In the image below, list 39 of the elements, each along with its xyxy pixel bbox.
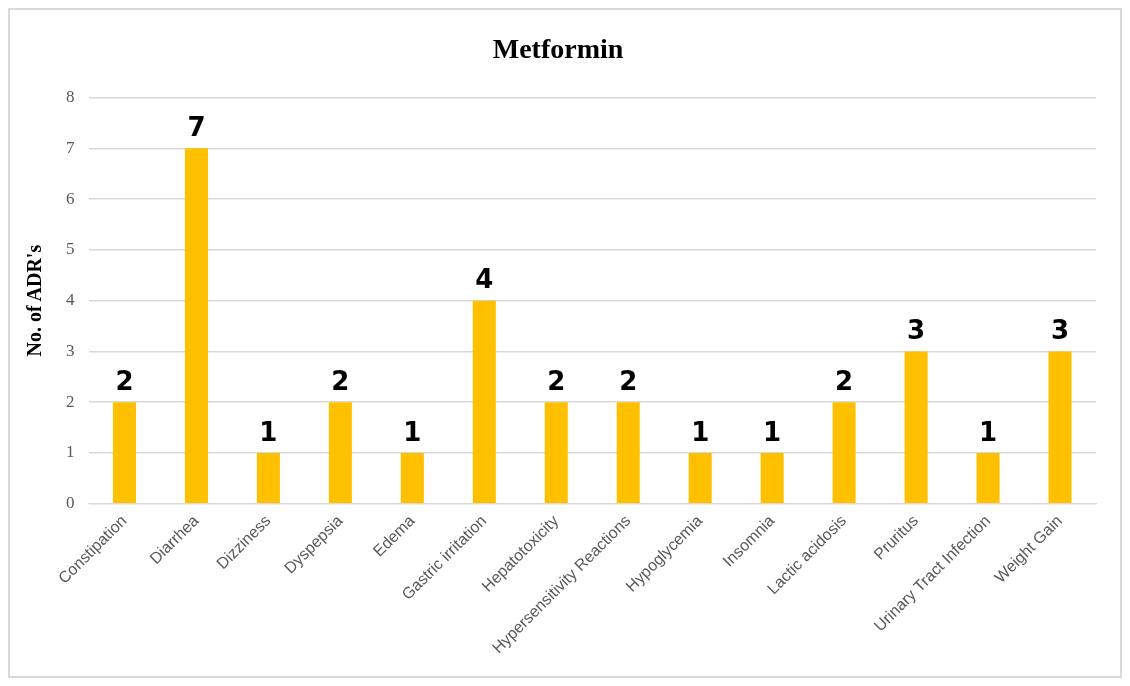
chart-title: Metformin [492,33,624,65]
bar [904,351,928,503]
bar [544,402,568,503]
bar [256,452,280,503]
y-tick-label: 5 [66,239,75,259]
data-label: 1 [763,416,782,447]
y-tick-label: 1 [66,442,75,462]
data-label: 1 [403,416,422,447]
data-label: 1 [691,416,710,447]
data-label: 1 [259,416,278,447]
bar [112,402,136,503]
data-label: 2 [619,365,638,396]
bar [976,452,1000,503]
data-label: 2 [835,365,854,396]
data-label: 2 [115,365,134,396]
y-tick-label: 7 [66,137,75,157]
bar [328,402,352,503]
data-label: 2 [331,365,350,396]
bar [400,452,424,503]
bar [184,148,208,503]
y-tick-label: 4 [66,290,75,310]
data-label: 2 [547,365,566,396]
bar [472,300,496,503]
data-label: 7 [187,112,206,143]
y-tick-label: 0 [66,493,75,513]
bar [688,452,712,503]
y-tick-label: 2 [66,391,75,411]
data-label: 1 [979,416,998,447]
data-label: 3 [1050,315,1070,346]
bar [760,452,784,503]
y-tick-label: 8 [66,87,75,107]
data-label: 3 [907,315,926,346]
y-axis-title: No. of ADR's [23,244,46,357]
y-tick-label: 6 [66,188,75,208]
bar [1048,351,1072,503]
bar [616,402,640,503]
data-label: 4 [475,264,494,295]
bar [832,402,856,503]
y-tick-label: 3 [66,340,75,360]
